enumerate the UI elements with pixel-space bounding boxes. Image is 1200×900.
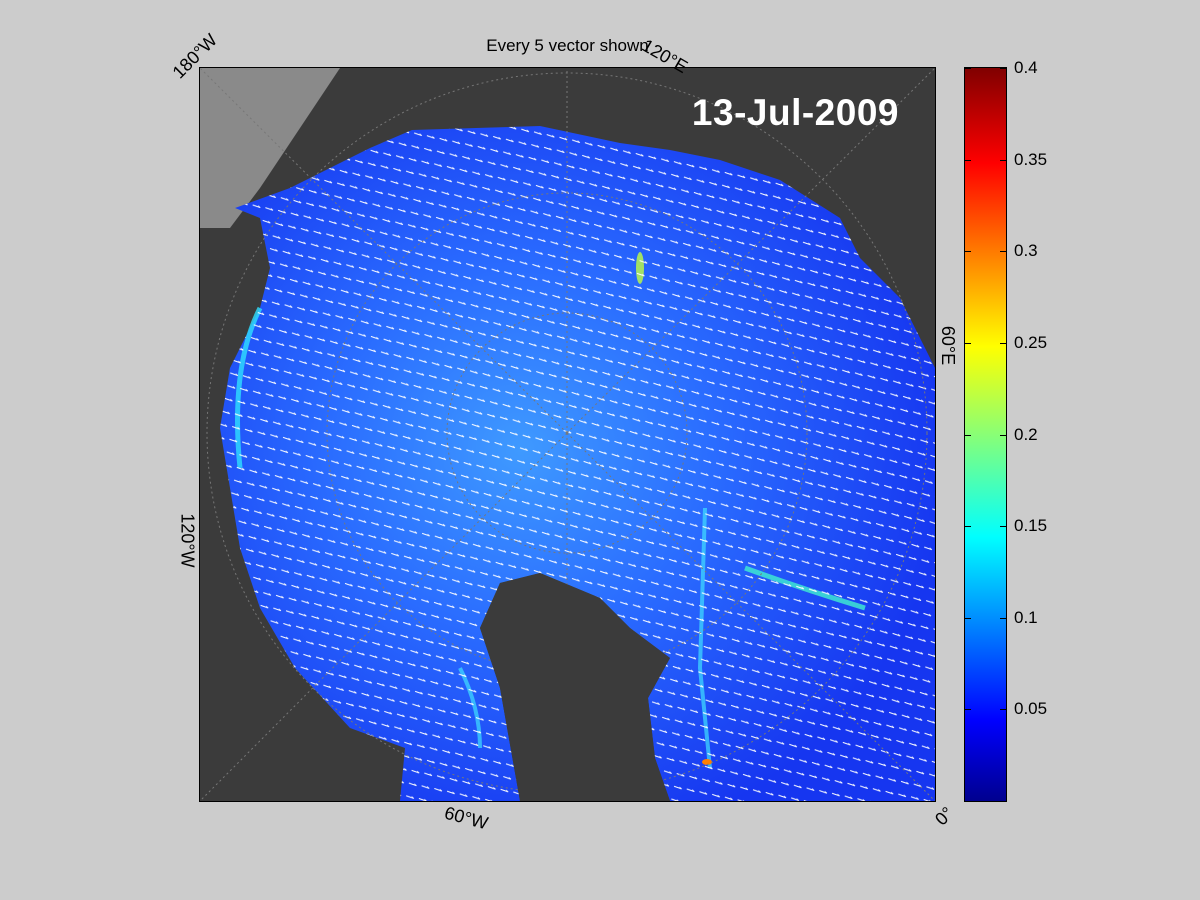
colorbar-tick-mark xyxy=(1000,68,1006,69)
colorbar-tick-mark xyxy=(1000,617,1006,619)
colorbar-tick-label: 0.25 xyxy=(1014,332,1048,352)
date-label: 13-Jul-2009 xyxy=(691,92,899,133)
colorbar-tick-mark xyxy=(965,526,971,528)
colorbar-tick-mark xyxy=(1000,159,1006,161)
colorbar-tick-mark xyxy=(965,342,971,344)
lon-label-0: 0° xyxy=(931,802,958,830)
colorbar-tick-mark xyxy=(1000,251,1006,253)
colorbar-tick-mark xyxy=(965,617,971,619)
colorbar-tick-mark xyxy=(965,68,971,69)
colorbar-tick-mark xyxy=(965,434,971,436)
colorbar-tick-label: 0.2 xyxy=(1014,424,1038,444)
colorbar-tick-mark xyxy=(1000,434,1006,436)
ice-drift-map: 13-Jul-2009 xyxy=(199,67,936,802)
colorbar-tick-label: 0.3 xyxy=(1014,241,1038,261)
colorbar-tick-label: 0.1 xyxy=(1014,607,1038,627)
colorbar-tick-label: 0.35 xyxy=(1014,149,1048,169)
colorbar-tick-label: 0.05 xyxy=(1014,699,1048,719)
colorbar-tick-label: 0.15 xyxy=(1014,516,1048,536)
lon-label-120w: 120°W xyxy=(177,513,198,568)
colorbar-tick-mark xyxy=(1000,709,1006,711)
colorbar-tick-label: 0.4 xyxy=(1014,58,1038,77)
colorbar-tick-mark xyxy=(965,709,971,711)
plot-title: Every 5 vector shown xyxy=(486,36,649,55)
ocean-grey-region xyxy=(200,68,340,228)
colorbar-tick-mark xyxy=(1000,342,1006,344)
colorbar-tick-mark xyxy=(965,251,971,253)
greenland xyxy=(480,573,670,801)
lon-label-60w: 60°W xyxy=(442,802,491,834)
colorbar xyxy=(964,67,1007,802)
colorbar-tick-mark xyxy=(1000,526,1006,528)
lon-label-60e: 60°E xyxy=(938,325,959,366)
colorbar-tick-mark xyxy=(965,159,971,161)
map-canvas xyxy=(200,68,935,801)
